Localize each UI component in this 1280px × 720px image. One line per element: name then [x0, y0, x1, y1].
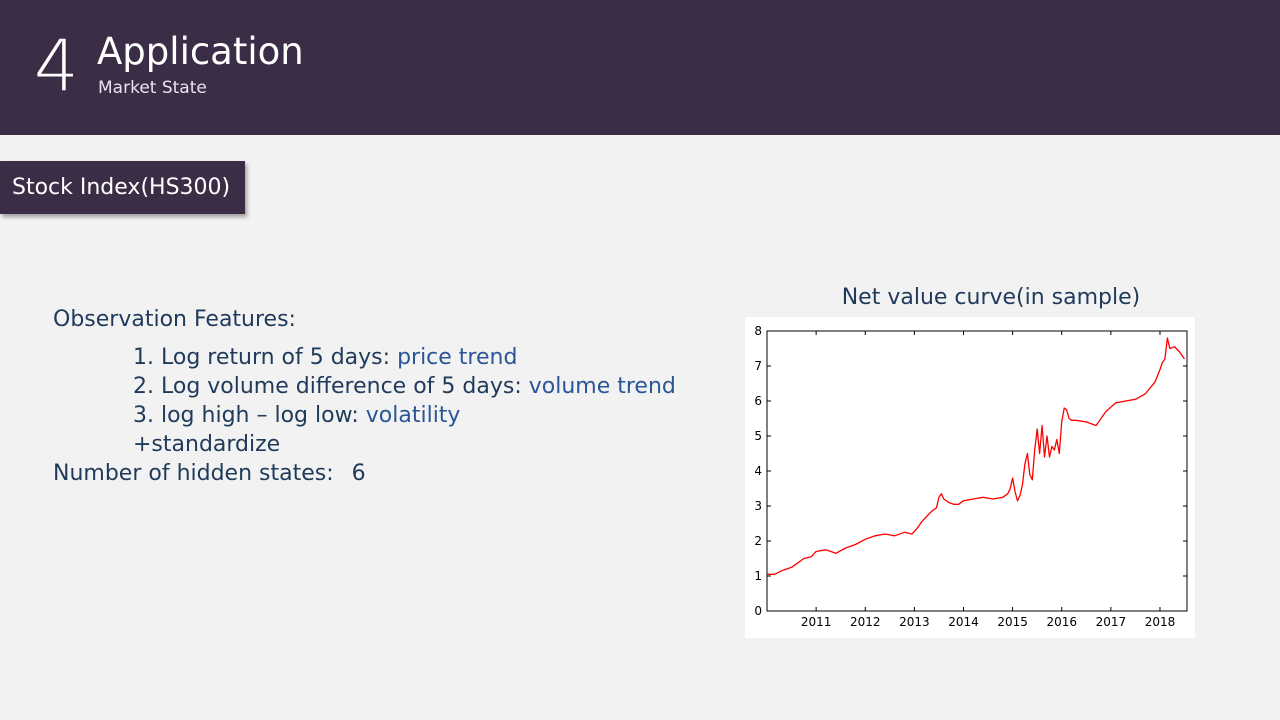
feature-item: 3. log high – log low: volatility	[53, 401, 676, 430]
y-tick-label: 8	[754, 324, 762, 338]
y-tick-label: 7	[754, 359, 762, 373]
x-tick-label: 2016	[1046, 615, 1077, 629]
x-tick-label: 2015	[997, 615, 1028, 629]
hidden-states-label: Number of hidden states:	[53, 461, 334, 486]
standardize-note: +standardize	[133, 432, 281, 457]
header-bar: 4 Application Market State	[0, 0, 1280, 135]
x-tick-label: 2013	[899, 615, 930, 629]
section-number: 4	[34, 25, 79, 107]
chart-title: Net value curve(in sample)	[841, 285, 1141, 310]
x-tick-label: 2012	[850, 615, 881, 629]
chart-svg: 0 1 2 3 4 5 6 7 8 2011 2012 2013 2014 2015 2016 2017 201…	[754, 324, 1188, 629]
feature-highlight: volatility	[365, 403, 461, 428]
section-title: Application	[97, 30, 304, 73]
y-tick-label: 6	[754, 394, 762, 408]
net-value-chart: 0 1 2 3 4 5 6 7 8 2011 2012 2013 2014 2015 2016 2017 201…	[745, 317, 1195, 638]
topic-tag: Stock Index(HS300)	[0, 161, 245, 214]
y-tick-label: 2	[754, 534, 762, 548]
observation-features: Observation Features: 1. Log return of 5…	[53, 305, 676, 488]
x-tick-label: 2018	[1145, 615, 1176, 629]
feature-highlight: volume trend	[528, 374, 676, 399]
hidden-states-line: Number of hidden states: 6	[53, 459, 676, 488]
x-tick-label: 2014	[948, 615, 979, 629]
plot-frame	[766, 330, 1188, 612]
x-tick-label: 2017	[1096, 615, 1127, 629]
series-line	[767, 337, 1186, 575]
y-tick-label: 3	[754, 499, 762, 513]
feature-text: 2. Log volume difference of 5 days:	[133, 374, 529, 399]
y-tick-label: 5	[754, 429, 762, 443]
x-tick-label: 2011	[801, 615, 832, 629]
feature-highlight: price trend	[397, 345, 518, 370]
feature-text: 1. Log return of 5 days:	[133, 345, 398, 370]
feature-item: 1. Log return of 5 days: price trend	[53, 343, 676, 372]
section-subtitle: Market State	[98, 78, 207, 98]
feature-item: 2. Log volume difference of 5 days: volu…	[53, 372, 676, 401]
y-tick-label: 1	[754, 569, 762, 583]
hidden-states-value: 6	[351, 461, 366, 486]
features-heading: Observation Features:	[53, 307, 296, 332]
y-tick-label: 4	[754, 464, 762, 478]
feature-text: 3. log high – log low:	[133, 403, 366, 428]
y-tick-label: 0	[754, 604, 762, 618]
